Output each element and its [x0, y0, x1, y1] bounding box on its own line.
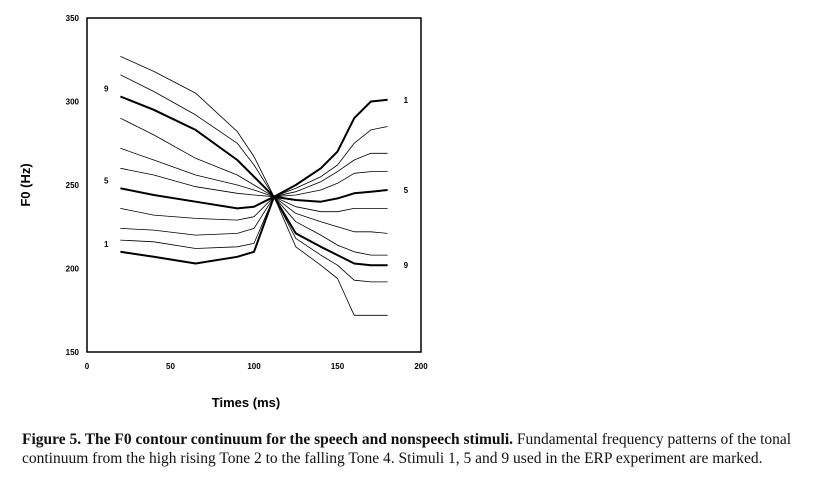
- y-tick-label: 250: [66, 181, 80, 190]
- contour-line-3: [120, 152, 388, 236]
- x-tick-label: 200: [414, 362, 428, 371]
- caption-text: Fundamental frequency patterns of the to…: [22, 431, 792, 467]
- y-axis-title: F0 (Hz): [18, 163, 33, 206]
- y-tick-label: 200: [66, 265, 80, 274]
- stimulus-label-right: 5: [404, 186, 409, 195]
- stimulus-label-left: 5: [104, 176, 109, 185]
- contour-line-9: [120, 95, 388, 267]
- stimulus-label-left: 9: [104, 84, 109, 93]
- contour-line-1: [120, 98, 388, 265]
- stimulus-label-right: 9: [404, 261, 409, 270]
- contour-line-5: [120, 187, 388, 210]
- contour-line-7: [120, 147, 388, 234]
- axis-ticks: 150 200 250 300 350 0 50 100 150 200: [66, 14, 429, 371]
- contour-line-8: [120, 117, 388, 256]
- stimulus-label-right: 1: [404, 96, 409, 105]
- contour-line-11: [120, 56, 388, 316]
- x-tick-label: 0: [85, 362, 90, 371]
- stimulus-label-left: 1: [104, 240, 109, 249]
- stimulus-labels: 1 5 5 9 9 1: [104, 84, 409, 270]
- plot-frame: [86, 17, 422, 353]
- x-tick-label: 150: [331, 362, 345, 371]
- contour-lines: [120, 56, 388, 316]
- x-axis-title: Times (ms): [212, 395, 280, 410]
- y-tick-label: 150: [66, 348, 80, 357]
- contour-line-4: [120, 171, 388, 221]
- figure-caption: Figure 5. The F0 contour continuum for t…: [22, 430, 822, 468]
- y-tick-label: 350: [66, 14, 80, 23]
- contour-line-2: [120, 126, 388, 249]
- contour-line-10: [120, 74, 388, 283]
- f0-contour-chart: 150 200 250 300 350 0 50 100 150 200 1 5 5 9 9 1 F0 (H…: [18, 14, 429, 410]
- contour-line-6: [120, 167, 388, 213]
- x-tick-label: 50: [166, 362, 175, 371]
- x-tick-label: 100: [247, 362, 261, 371]
- caption-title: Figure 5. The F0 contour continuum for t…: [22, 431, 514, 448]
- y-tick-label: 300: [66, 98, 80, 107]
